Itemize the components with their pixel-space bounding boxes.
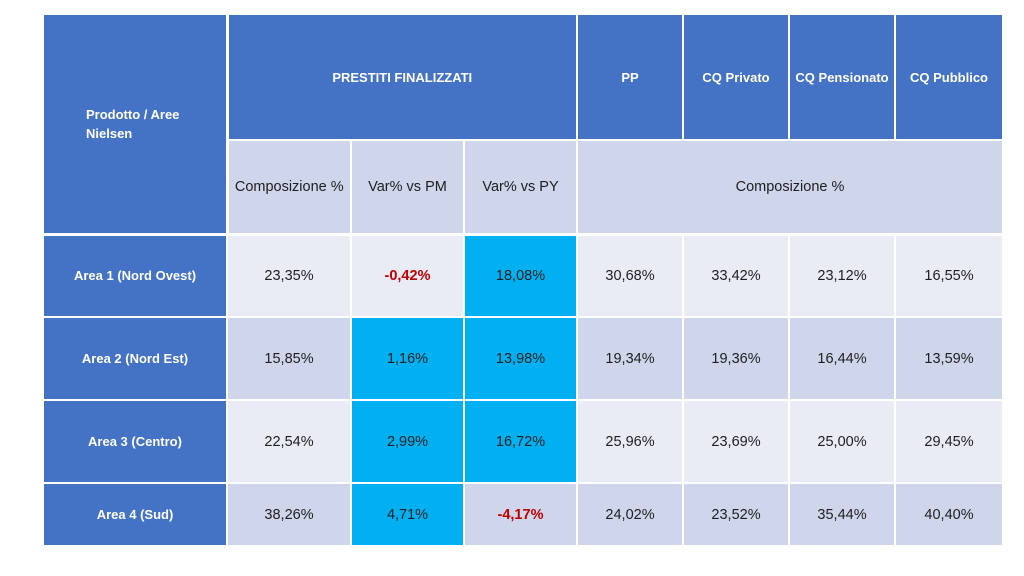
table-cell: 16,55% [894,233,1004,318]
var-py-subheader: Var% vs PY [463,139,578,236]
table-cell: 40,40% [894,482,1004,547]
table-cell: 38,26% [226,482,352,547]
table-cell: -4,17% [463,482,578,547]
table-cell: 2,99% [350,399,465,484]
table-cell: 24,02% [576,482,684,547]
cq-pensionato-header: CQ Pensionato [788,13,896,141]
table-cell: 35,44% [788,482,896,547]
table-row: Area 4 (Sud) 38,26% 4,71% -4,17% 24,02% … [42,482,1004,547]
table-cell: 18,08% [463,233,578,318]
row-area-label: Area 3 (Centro) [42,399,228,484]
composizione-products-subheader: Composizione % [576,139,1004,236]
table-cell: 25,96% [576,399,684,484]
table-cell: 19,36% [682,316,790,401]
table-cell: 22,54% [226,399,352,484]
table-cell: 23,69% [682,399,790,484]
table-cell: 15,85% [226,316,352,401]
table-cell: -0,42% [350,233,465,318]
table-cell: 13,59% [894,316,1004,401]
table-cell: 13,98% [463,316,578,401]
table-cell: 29,45% [894,399,1004,484]
nielsen-areas-table: Prodotto / Aree Nielsen PRESTITI FINALIZ… [42,13,1004,547]
var-pm-subheader: Var% vs PM [350,139,465,236]
table-row: Area 2 (Nord Est) 15,85% 1,16% 13,98% 19… [42,316,1004,401]
table-cell: 16,44% [788,316,896,401]
table-cell: 19,34% [576,316,684,401]
cq-pubblico-header: CQ Pubblico [894,13,1004,141]
table-cell: 33,42% [682,233,790,318]
table-cell: 23,52% [682,482,790,547]
cq-privato-header: CQ Privato [682,13,790,141]
table-cell: 30,68% [576,233,684,318]
row-area-label: Area 1 (Nord Ovest) [42,233,228,318]
table-cell: 25,00% [788,399,896,484]
table-cell: 4,71% [350,482,465,547]
table-row: Area 3 (Centro) 22,54% 2,99% 16,72% 25,9… [42,399,1004,484]
table-cell: 16,72% [463,399,578,484]
table-cell: 1,16% [350,316,465,401]
row-area-label: Area 4 (Sud) [42,482,228,547]
prestiti-finalizzati-header: PRESTITI FINALIZZATI [226,13,578,141]
table-cell: 23,35% [226,233,352,318]
table-cell: 23,12% [788,233,896,318]
table-row: Area 1 (Nord Ovest) 23,35% -0,42% 18,08%… [42,233,1004,318]
pp-header: PP [576,13,684,141]
composizione-subheader: Composizione % [226,139,352,236]
corner-header: Prodotto / Aree Nielsen [42,13,229,236]
row-area-label: Area 2 (Nord Est) [42,316,228,401]
